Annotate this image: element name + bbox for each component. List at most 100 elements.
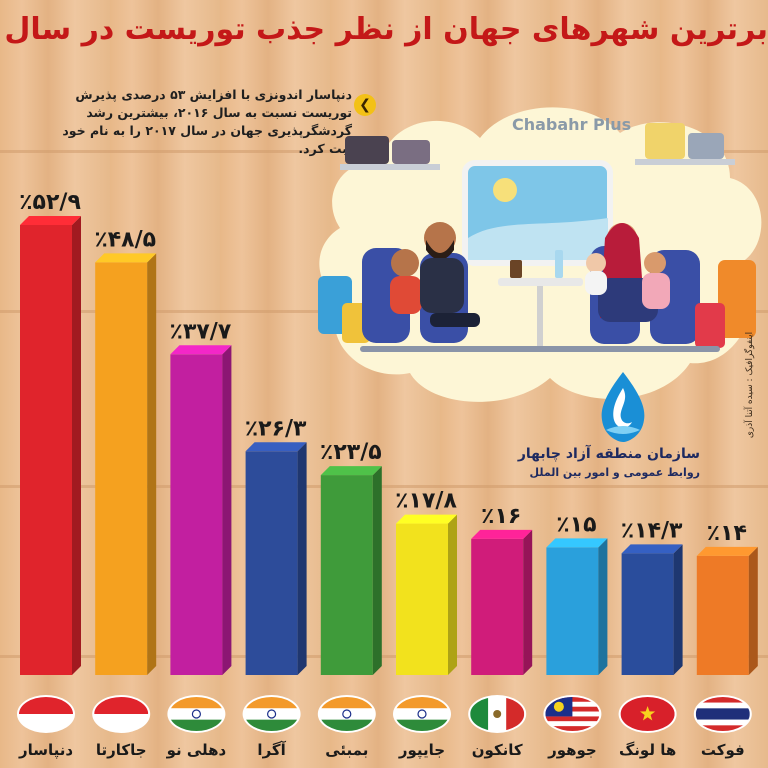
flag-frame	[242, 695, 301, 733]
flag-frame	[317, 695, 376, 733]
wood-plank-line	[0, 485, 768, 488]
flag-crescent	[553, 701, 564, 712]
flag-stripe	[488, 697, 507, 731]
flag-stripe	[169, 719, 224, 731]
data-label: ٪۱۷/۸	[395, 489, 457, 514]
suitcase-icon	[392, 140, 430, 164]
flag-stripe	[244, 708, 299, 720]
flag-frame	[543, 695, 602, 733]
category-label: بمبئی	[325, 741, 368, 759]
bar-side	[523, 529, 533, 675]
flag-stripe	[319, 697, 374, 709]
train-table	[498, 278, 583, 286]
flag-wheel	[267, 709, 277, 719]
flag-stripe	[395, 708, 449, 720]
flag-stripe	[395, 697, 449, 709]
flag-frame	[92, 695, 151, 733]
flag-stripe	[319, 719, 374, 731]
thailand-flag-icon	[695, 697, 750, 731]
flag-stripe	[169, 697, 224, 709]
suitcase-icon	[718, 260, 756, 338]
flag-frame	[17, 695, 75, 733]
organization-department: روابط عمومی و امور بین الملل	[529, 466, 700, 479]
data-label: ٪۴۸/۵	[94, 227, 156, 252]
flag-stripe	[695, 708, 750, 720]
bar-top	[95, 253, 157, 263]
bar-side	[448, 514, 457, 675]
category-label: دنپاسار	[18, 741, 73, 760]
category-label: جایپور	[398, 741, 445, 760]
flag-stripe	[545, 706, 600, 712]
luggage-rack	[635, 159, 735, 165]
data-label: ٪۱۴	[707, 521, 747, 546]
bar	[20, 225, 72, 675]
flag-frame	[393, 695, 451, 733]
suitcase-icon	[695, 303, 725, 348]
indonesia-flag-icon	[94, 697, 149, 731]
flag-stripe	[695, 697, 750, 703]
flag-stripe	[94, 697, 149, 714]
bar-top	[546, 538, 608, 548]
flag-emblem	[493, 710, 502, 718]
flag-wheel	[417, 709, 427, 719]
flag-star	[640, 706, 656, 721]
malaysia-flag-icon	[545, 697, 600, 731]
bar-side	[222, 345, 232, 675]
flag-stripe	[395, 719, 449, 731]
gift-box-icon	[645, 123, 685, 159]
author-credit: اینفوگرافیک : سیده آتنا آذری	[740, 300, 760, 470]
hills	[468, 218, 608, 260]
train-floor	[360, 346, 720, 352]
water-bottle-icon	[555, 250, 563, 278]
india-flag-icon	[244, 697, 299, 731]
bar-side	[147, 253, 157, 675]
bar-top	[245, 442, 307, 452]
bar-side	[72, 216, 81, 675]
flag-wheel	[342, 709, 352, 719]
flag-stripe	[169, 708, 224, 720]
bar-top	[621, 544, 683, 554]
flag-stripe	[19, 714, 73, 731]
bar	[95, 262, 148, 675]
man-legs	[430, 313, 480, 327]
flag-stripe	[470, 697, 489, 731]
organization-name: سازمان منطقه آزاد چابهار	[517, 446, 700, 462]
india-flag-icon	[319, 697, 374, 731]
flag-stripe	[94, 714, 149, 731]
page-title: برترین شهرهای جهان از نظر جذب توریست در …	[0, 12, 768, 47]
category-label: جوهور	[547, 741, 597, 759]
flag-stripe	[545, 701, 600, 707]
table-leg	[537, 286, 543, 346]
bar-top	[696, 546, 758, 556]
flag-canton	[545, 697, 573, 717]
bar	[396, 523, 448, 675]
data-label: ٪۱۵	[556, 512, 596, 537]
data-label: ٪۳۷/۷	[170, 319, 232, 344]
data-label: ٪۱۴/۳	[621, 518, 683, 543]
india-flag-icon	[169, 697, 224, 731]
category-label: فوکت	[701, 741, 745, 759]
sun-icon	[493, 178, 517, 202]
girl-body	[642, 273, 670, 309]
flag-stripe	[545, 697, 600, 702]
mexico-flag-icon	[470, 697, 525, 731]
flag-stripe	[695, 702, 750, 709]
data-label: ٪۱۶	[481, 504, 521, 529]
suitcase-icon	[688, 133, 724, 159]
flag-stripe	[244, 719, 299, 731]
bar	[170, 354, 223, 675]
flag-stripe	[19, 697, 73, 714]
category-label: دهلی نو	[166, 741, 227, 759]
category-label: آگرا	[257, 741, 286, 759]
data-label: ٪۵۲/۹	[19, 190, 81, 215]
description-text: دنپاسار اندونزی با افزایش ۵۳ درصدی پذیرش…	[62, 87, 352, 156]
flag-stripe	[244, 697, 299, 709]
flag-frame	[693, 695, 752, 733]
chevron-left-icon: ❮	[354, 94, 376, 116]
bar-top	[170, 345, 232, 355]
bar-top	[320, 466, 382, 476]
flag-frame	[468, 695, 527, 733]
baby-head	[586, 253, 606, 273]
brand-text: Chabahr Plus	[512, 115, 631, 134]
